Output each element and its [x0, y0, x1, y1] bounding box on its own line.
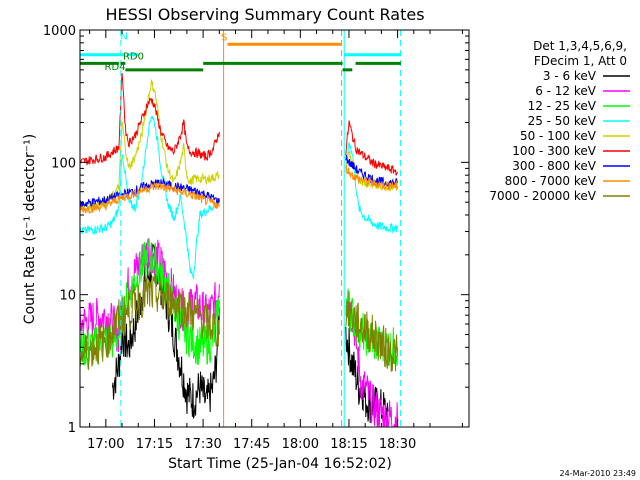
- x-tick-label-2: 17:15: [136, 437, 173, 452]
- x-tick-label-6: 18:15: [330, 437, 367, 452]
- flag-label-1: N: [120, 31, 127, 42]
- legend-label-2: 6 - 12 keV: [535, 84, 597, 98]
- y-tick-label-2: 10: [59, 289, 76, 304]
- axes-layer: 17:00 17:15 17:30 17:45 18:00 18:15 18:30 1 10 10…: [43, 24, 469, 452]
- legend-label-8: 800 - 7000 keV: [505, 174, 597, 188]
- legend-label-5: 50 - 100 keV: [520, 129, 597, 143]
- series-line-8: [79, 165, 399, 215]
- x-tick-label-3: 17:30: [184, 437, 221, 452]
- x-tick-label-5: 18:00: [282, 437, 319, 452]
- series-line-6: [79, 73, 399, 176]
- x-axis-label: Start Time (25-Jan-04 16:52:02): [168, 456, 392, 472]
- legend-header-1: Det 1,3,4,5,6,9,: [533, 39, 627, 53]
- chart-title: HESSI Observing Summary Count Rates: [105, 5, 424, 24]
- y-tick-label-3: 100: [51, 156, 76, 171]
- series-line-2: [79, 238, 399, 428]
- x-tick-label-4: 17:45: [233, 437, 270, 452]
- y-axis-label: Count Rate (s⁻¹ detector⁻¹): [22, 134, 38, 324]
- series-line-9: [79, 273, 399, 372]
- legend-label-1: 3 - 6 keV: [543, 69, 597, 83]
- series-layer: [79, 73, 399, 428]
- flag-label-2: RD0: [123, 51, 144, 62]
- flag-label-3: RD4: [105, 62, 126, 73]
- plot-frame: [79, 29, 470, 428]
- legend-label-6: 100 - 300 keV: [512, 144, 596, 158]
- flag-label-4: S: [221, 33, 227, 44]
- y-tick-label-1: 1: [68, 421, 76, 436]
- legend-label-9: 7000 - 20000 keV: [489, 189, 596, 203]
- legend: Det 1,3,4,5,6,9,FDecim 1, Att 03 - 6 keV…: [489, 39, 630, 203]
- footer-date: 24-Mar-2010 23:49: [560, 469, 637, 478]
- legend-label-3: 12 - 25 keV: [528, 99, 597, 113]
- legend-label-4: 25 - 50 keV: [528, 114, 597, 128]
- x-tick-label-7: 18:30: [379, 437, 416, 452]
- legend-label-7: 300 - 800 keV: [512, 159, 596, 173]
- series-line-4: [79, 115, 399, 280]
- x-tick-label-1: 17:00: [87, 437, 124, 452]
- y-tick-label-4: 1000: [43, 24, 76, 39]
- legend-header-2: FDecim 1, Att 0: [534, 54, 627, 68]
